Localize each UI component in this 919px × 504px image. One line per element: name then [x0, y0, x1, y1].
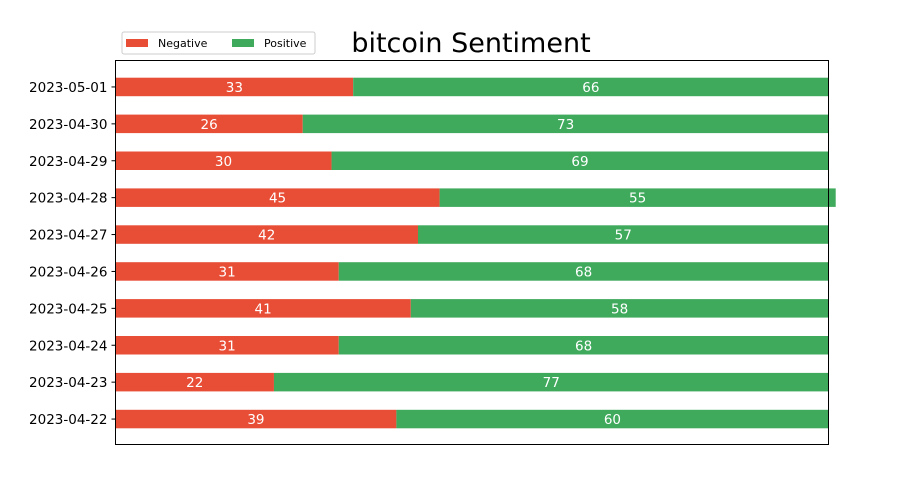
bars-layer: [115, 77, 836, 429]
data-label-positive-2023-04-23: 77: [543, 375, 560, 391]
bar-negative-2023-04-23: [115, 372, 274, 392]
legend: Negative Positive: [121, 31, 316, 55]
y-tick-label-2023-04-25: 2023-04-25: [29, 301, 107, 317]
y-tick-label-2023-04-27: 2023-04-27: [29, 228, 107, 244]
bar-positive-2023-04-26: [338, 262, 829, 281]
bar-positive-2023-04-22: [396, 409, 829, 429]
bar-labels-layer: 33 66 26 73 30 69 45 55 42 57 31 68 41 58 31 68 22 77 39 60: [186, 80, 646, 428]
bar-negative-2023-04-29: [115, 151, 332, 170]
legend-label-negative: Negative: [158, 37, 208, 50]
bar-positive-2023-04-30: [302, 114, 829, 134]
data-label-negative-2023-04-25: 41: [255, 301, 272, 317]
chart-title: bitcoin Sentiment: [351, 28, 590, 59]
legend-swatch-negative: [126, 39, 148, 47]
plot-frame: [115, 60, 829, 445]
legend-frame: [121, 31, 316, 55]
data-label-negative-2023-04-28: 45: [269, 191, 286, 207]
y-tick-label-2023-04-28: 2023-04-28: [29, 191, 107, 207]
data-label-positive-2023-04-22: 60: [604, 412, 621, 428]
data-label-negative-2023-04-30: 26: [201, 117, 218, 133]
y-tick-label-2023-04-30: 2023-04-30: [29, 117, 107, 133]
bar-positive-2023-04-25: [410, 299, 829, 318]
bar-negative-2023-04-22: [115, 409, 397, 429]
data-label-positive-2023-04-27: 57: [615, 228, 632, 244]
legend-swatch-positive: [232, 39, 254, 47]
bar-negative-2023-04-28: [115, 188, 440, 207]
data-label-negative-2023-04-29: 30: [215, 154, 232, 170]
data-label-positive-2023-04-30: 73: [557, 117, 574, 133]
legend-label-positive: Positive: [264, 37, 307, 50]
data-label-positive-2023-04-25: 58: [611, 301, 628, 317]
data-label-negative-2023-04-23: 22: [186, 375, 203, 391]
bar-negative-2023-04-27: [115, 225, 418, 244]
y-axis: 2023-05-01 2023-04-30 2023-04-29 2023-04-28…: [29, 80, 116, 428]
bar-positive-2023-04-29: [331, 151, 829, 170]
data-label-positive-2023-05-01: 66: [582, 80, 599, 96]
bar-negative-2023-04-30: [115, 114, 303, 134]
data-label-negative-2023-04-26: 31: [219, 264, 236, 280]
bar-negative-2023-04-26: [115, 262, 339, 281]
bar-positive-2023-04-24: [338, 336, 829, 355]
bar-negative-2023-04-25: [115, 299, 411, 318]
y-tick-label-2023-04-22: 2023-04-22: [29, 412, 107, 428]
y-tick-label-2023-05-01: 2023-05-01: [29, 80, 107, 96]
bar-positive-2023-04-28: [439, 188, 836, 207]
data-label-negative-2023-04-24: 31: [219, 338, 236, 354]
data-label-negative-2023-04-27: 42: [258, 228, 275, 244]
data-label-negative-2023-05-01: 33: [226, 80, 243, 96]
bar-positive-2023-04-23: [273, 372, 829, 392]
data-label-positive-2023-04-24: 68: [575, 338, 592, 354]
bar-negative-2023-05-01: [115, 77, 354, 97]
y-tick-label-2023-04-29: 2023-04-29: [29, 154, 107, 170]
data-label-positive-2023-04-29: 69: [571, 154, 588, 170]
bar-negative-2023-04-24: [115, 336, 339, 355]
bar-positive-2023-05-01: [353, 77, 829, 97]
data-label-negative-2023-04-22: 39: [247, 412, 264, 428]
bar-positive-2023-04-27: [417, 225, 829, 244]
y-tick-label-2023-04-23: 2023-04-23: [29, 375, 107, 391]
data-label-positive-2023-04-28: 55: [629, 191, 646, 207]
y-tick-label-2023-04-24: 2023-04-24: [29, 338, 107, 354]
y-tick-label-2023-04-26: 2023-04-26: [29, 264, 107, 280]
data-label-positive-2023-04-26: 68: [575, 264, 592, 280]
